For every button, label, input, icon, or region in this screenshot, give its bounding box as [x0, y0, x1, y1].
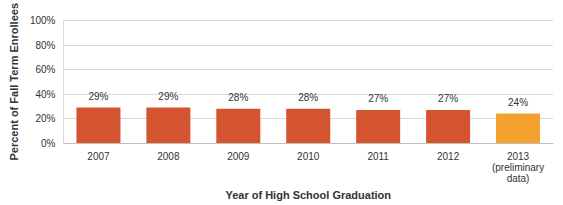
svg-text:2011: 2011 [367, 151, 389, 162]
svg-text:60%: 60% [35, 64, 55, 75]
svg-text:27%: 27% [368, 93, 388, 104]
svg-text:Year of High School Graduation: Year of High School Graduation [225, 189, 391, 201]
svg-text:2007: 2007 [87, 151, 110, 162]
svg-text:(preliminary: (preliminary [492, 162, 544, 173]
svg-text:data): data) [507, 173, 530, 184]
svg-text:29%: 29% [88, 91, 108, 102]
svg-text:29%: 29% [158, 91, 178, 102]
svg-text:2013: 2013 [507, 151, 530, 162]
svg-text:0%: 0% [41, 138, 56, 149]
svg-text:2009: 2009 [227, 151, 250, 162]
svg-text:2012: 2012 [437, 151, 460, 162]
svg-text:Percent of Fall Term Enrollees: Percent of Fall Term Enrollees [8, 3, 20, 161]
svg-text:27%: 27% [438, 93, 458, 104]
svg-text:20%: 20% [35, 113, 55, 124]
svg-text:100%: 100% [30, 15, 56, 26]
svg-text:28%: 28% [228, 92, 248, 103]
svg-text:40%: 40% [35, 89, 55, 100]
svg-text:2008: 2008 [157, 151, 180, 162]
svg-text:24%: 24% [508, 97, 528, 108]
svg-text:2010: 2010 [297, 151, 320, 162]
svg-text:80%: 80% [35, 40, 55, 51]
svg-text:28%: 28% [298, 92, 318, 103]
